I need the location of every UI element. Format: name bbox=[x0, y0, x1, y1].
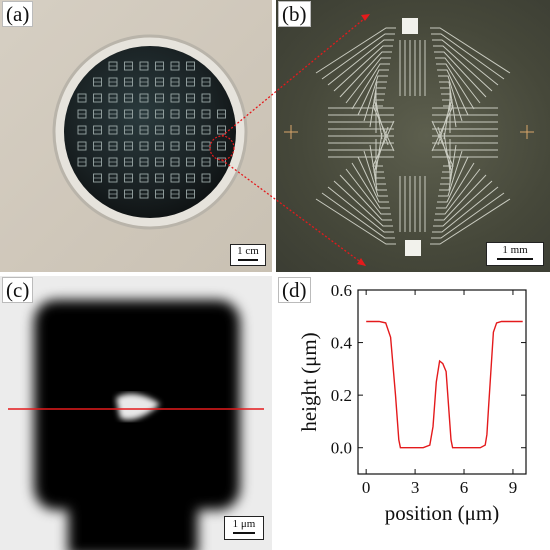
wafer bbox=[64, 46, 236, 218]
panel-d-height-profile-chart: 0 3 6 9 0.0 0.2 0.4 0.6 position (μm) height (μ… bbox=[276, 276, 550, 550]
trace bbox=[327, 39, 394, 86]
series-line bbox=[366, 320, 523, 449]
trace bbox=[435, 57, 481, 104]
trace bbox=[437, 156, 469, 203]
trace bbox=[321, 33, 395, 80]
trace bbox=[440, 139, 451, 185]
wafer-die-grid bbox=[77, 61, 226, 199]
panel-a-wafer-photo: (a) 1 cm bbox=[0, 0, 272, 272]
trace bbox=[432, 186, 499, 233]
plot-frame bbox=[357, 289, 527, 475]
trace bbox=[438, 75, 463, 122]
panel-b-device-micrograph: (b) 1 mm bbox=[276, 0, 550, 272]
trace bbox=[440, 87, 451, 133]
x-tick-label: 9 bbox=[509, 478, 518, 497]
trace bbox=[439, 144, 457, 191]
trace bbox=[430, 27, 511, 74]
trace bbox=[373, 126, 389, 173]
y-tick-label: 0.2 bbox=[331, 386, 352, 405]
panel-a-label: (a) bbox=[2, 1, 34, 27]
trace bbox=[327, 186, 394, 233]
trace bbox=[434, 51, 487, 98]
panel-c-afm-image: (c) 1 μm bbox=[0, 276, 272, 550]
scale-bar-a-line bbox=[238, 259, 258, 261]
panel-c-label: (c) bbox=[2, 277, 34, 303]
trace bbox=[321, 192, 395, 239]
electrode-traces bbox=[315, 27, 511, 245]
bond-pad-bottom bbox=[405, 240, 421, 256]
scale-bar-b-text: 1 mm bbox=[502, 244, 528, 256]
trace bbox=[373, 99, 389, 146]
x-tick-label: 0 bbox=[362, 478, 371, 497]
trace bbox=[375, 139, 386, 185]
scale-bar-c-text: 1 μm bbox=[232, 518, 256, 530]
y-tick-label: 0.6 bbox=[331, 281, 352, 300]
trace bbox=[437, 126, 453, 173]
scale-bar-a-text: 1 cm bbox=[237, 245, 259, 257]
trace bbox=[437, 99, 453, 146]
trace bbox=[436, 63, 475, 110]
trace bbox=[374, 132, 385, 179]
trace bbox=[433, 180, 493, 227]
y-tick-label: 0.0 bbox=[331, 439, 352, 458]
y-axis-label: height (μm) bbox=[297, 332, 321, 431]
trace bbox=[363, 150, 388, 197]
scale-bar-b: 1 mm bbox=[486, 242, 544, 266]
afm-gap-feature bbox=[116, 393, 160, 420]
trace bbox=[431, 33, 505, 80]
trace bbox=[441, 132, 452, 179]
x-axis-label: position (μm) bbox=[385, 501, 500, 525]
trace bbox=[339, 174, 392, 221]
trace bbox=[430, 198, 511, 245]
trace bbox=[438, 150, 463, 197]
alignment-marks bbox=[284, 125, 534, 139]
trace bbox=[375, 87, 386, 133]
trace bbox=[432, 39, 499, 86]
wafer-illustration bbox=[52, 34, 248, 230]
y-tick-label: 0.4 bbox=[331, 334, 353, 353]
scale-bar-b-line bbox=[497, 258, 533, 260]
trace bbox=[431, 192, 505, 239]
trace bbox=[369, 81, 387, 128]
axis-ticks: 0 3 6 9 0.0 0.2 0.4 0.6 bbox=[331, 281, 526, 497]
panel-b-label: (b) bbox=[278, 1, 311, 27]
scale-bar-c: 1 μm bbox=[224, 516, 264, 540]
trace bbox=[439, 81, 457, 128]
trace bbox=[434, 174, 487, 221]
bond-pad-top bbox=[402, 18, 418, 34]
trace bbox=[369, 144, 387, 191]
x-tick-label: 3 bbox=[411, 478, 420, 497]
trace bbox=[441, 93, 452, 140]
device-illustration bbox=[284, 18, 534, 256]
scale-bar-a: 1 cm bbox=[230, 244, 266, 266]
trace bbox=[436, 162, 475, 209]
trace bbox=[437, 69, 469, 116]
trace bbox=[374, 93, 385, 140]
trace bbox=[339, 51, 392, 98]
scale-bar-c-line bbox=[233, 532, 255, 534]
trace bbox=[333, 180, 393, 227]
panel-d-label: (d) bbox=[278, 277, 311, 303]
chart-svg: 0 3 6 9 0.0 0.2 0.4 0.6 position (μm) height (μ… bbox=[297, 281, 527, 525]
trace bbox=[433, 45, 493, 92]
afm-illustration bbox=[0, 276, 272, 550]
trace bbox=[435, 168, 481, 215]
trace bbox=[333, 45, 393, 92]
x-tick-label: 6 bbox=[460, 478, 469, 497]
